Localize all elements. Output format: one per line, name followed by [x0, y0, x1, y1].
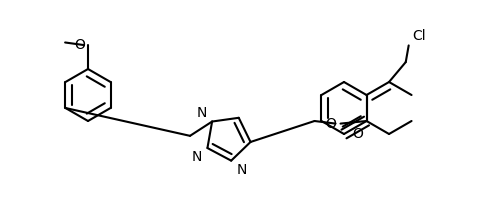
Text: Cl: Cl — [413, 29, 426, 43]
Text: N: N — [236, 163, 247, 177]
Text: O: O — [352, 127, 363, 141]
Text: O: O — [326, 117, 336, 131]
Text: O: O — [74, 38, 85, 52]
Text: N: N — [192, 150, 202, 164]
Text: N: N — [197, 105, 207, 119]
